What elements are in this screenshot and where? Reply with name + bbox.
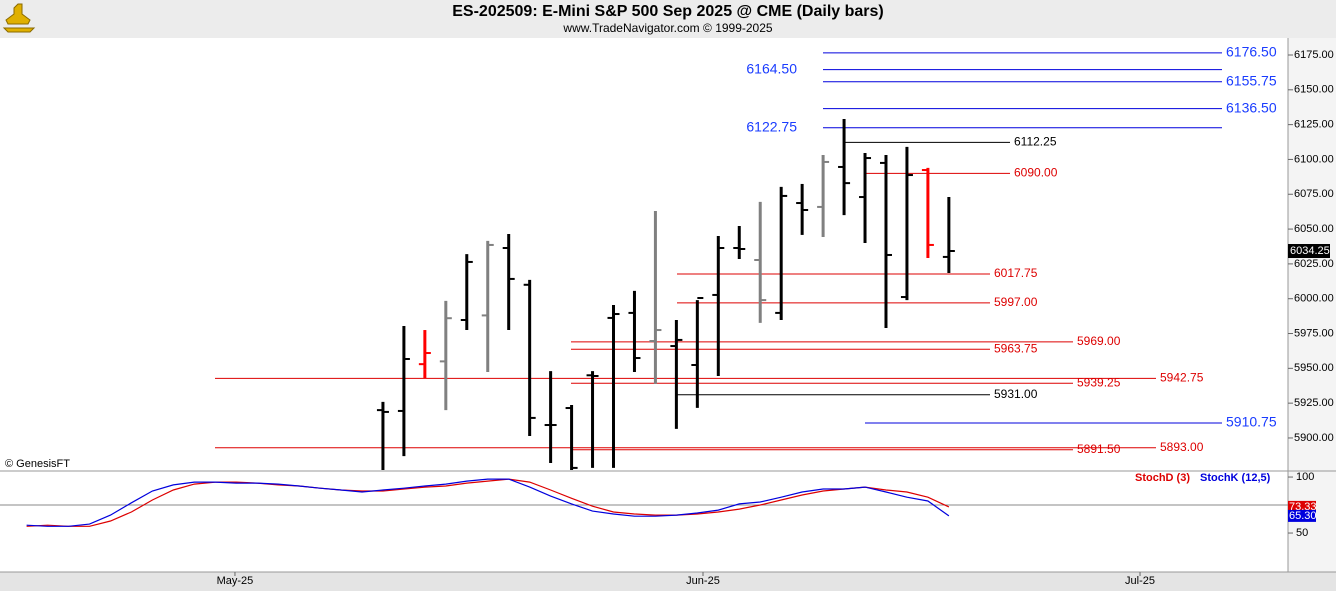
- level-label: 6090.00: [1014, 166, 1058, 180]
- level-label: 5910.75: [1226, 414, 1277, 430]
- x-tick-label: May-25: [217, 575, 254, 587]
- y-tick-label: 100: [1296, 471, 1314, 483]
- level-label: 6112.25: [1014, 135, 1057, 149]
- y-tick-label: 5900.00: [1294, 432, 1334, 444]
- y-tick-label: 6175.00: [1294, 49, 1334, 61]
- chart-title: ES-202509: E-Mini S&P 500 Sep 2025 @ CME…: [452, 3, 883, 20]
- y-tick-label: 5975.00: [1294, 327, 1334, 339]
- price-panel: [215, 52, 1222, 470]
- level-label: 5963.75: [994, 341, 1038, 355]
- last-value: 73.33: [1289, 501, 1317, 513]
- stoch-line: [26, 478, 950, 527]
- y-tick-label: 6125.00: [1294, 119, 1334, 131]
- y-tick-label: 6075.00: [1294, 188, 1334, 200]
- y-tick-label: 6000.00: [1294, 293, 1334, 305]
- level-label: 6164.50: [746, 60, 797, 76]
- y-tick-label: 6100.00: [1294, 153, 1334, 165]
- date-axis-bg: [0, 572, 1336, 591]
- level-label: 5893.00: [1160, 440, 1204, 454]
- header-bg: [0, 0, 1336, 38]
- y-tick-label: 6050.00: [1294, 223, 1334, 235]
- level-label: 5931.00: [994, 387, 1038, 401]
- level-label: 6155.75: [1226, 73, 1277, 89]
- plot-bg: [0, 38, 1288, 572]
- y-tick-label: 5925.00: [1294, 397, 1334, 409]
- y-tick-label: 5950.00: [1294, 362, 1334, 374]
- level-label: 5997.00: [994, 295, 1038, 309]
- y-tick-label: 6025.00: [1294, 258, 1334, 270]
- legend-entry: StochK (12,5): [1200, 472, 1271, 484]
- axis-bg: [1288, 38, 1336, 572]
- y-tick-label: 6150.00: [1294, 84, 1334, 96]
- level-label: 5969.00: [1077, 334, 1121, 348]
- logo: [2, 3, 36, 33]
- level-label: 5942.75: [1160, 371, 1204, 385]
- x-tick-label: Jun-25: [686, 575, 720, 587]
- level-label: 5939.25: [1077, 375, 1121, 389]
- level-label: 6122.75: [746, 118, 797, 134]
- legend-entry: StochD (3): [1135, 472, 1190, 484]
- level-label: 6136.50: [1226, 99, 1277, 115]
- chart-subtitle: www.TradeNavigator.com © 1999-2025: [562, 21, 772, 35]
- level-label: 5891.50: [1077, 442, 1121, 456]
- last-value-box: [1288, 500, 1316, 513]
- y-tick-label: 50: [1296, 527, 1308, 539]
- last-value: 65.30: [1289, 510, 1317, 522]
- stoch-line: [26, 478, 950, 527]
- last-price: 6034.25: [1290, 245, 1330, 257]
- last-value-box: [1288, 509, 1316, 522]
- level-label: 6176.50: [1226, 44, 1277, 60]
- level-label: 6017.75: [994, 266, 1038, 280]
- watermark: © GenesisFT: [5, 458, 70, 470]
- x-tick-label: Jul-25: [1125, 575, 1155, 587]
- last-price-box: [1288, 244, 1330, 259]
